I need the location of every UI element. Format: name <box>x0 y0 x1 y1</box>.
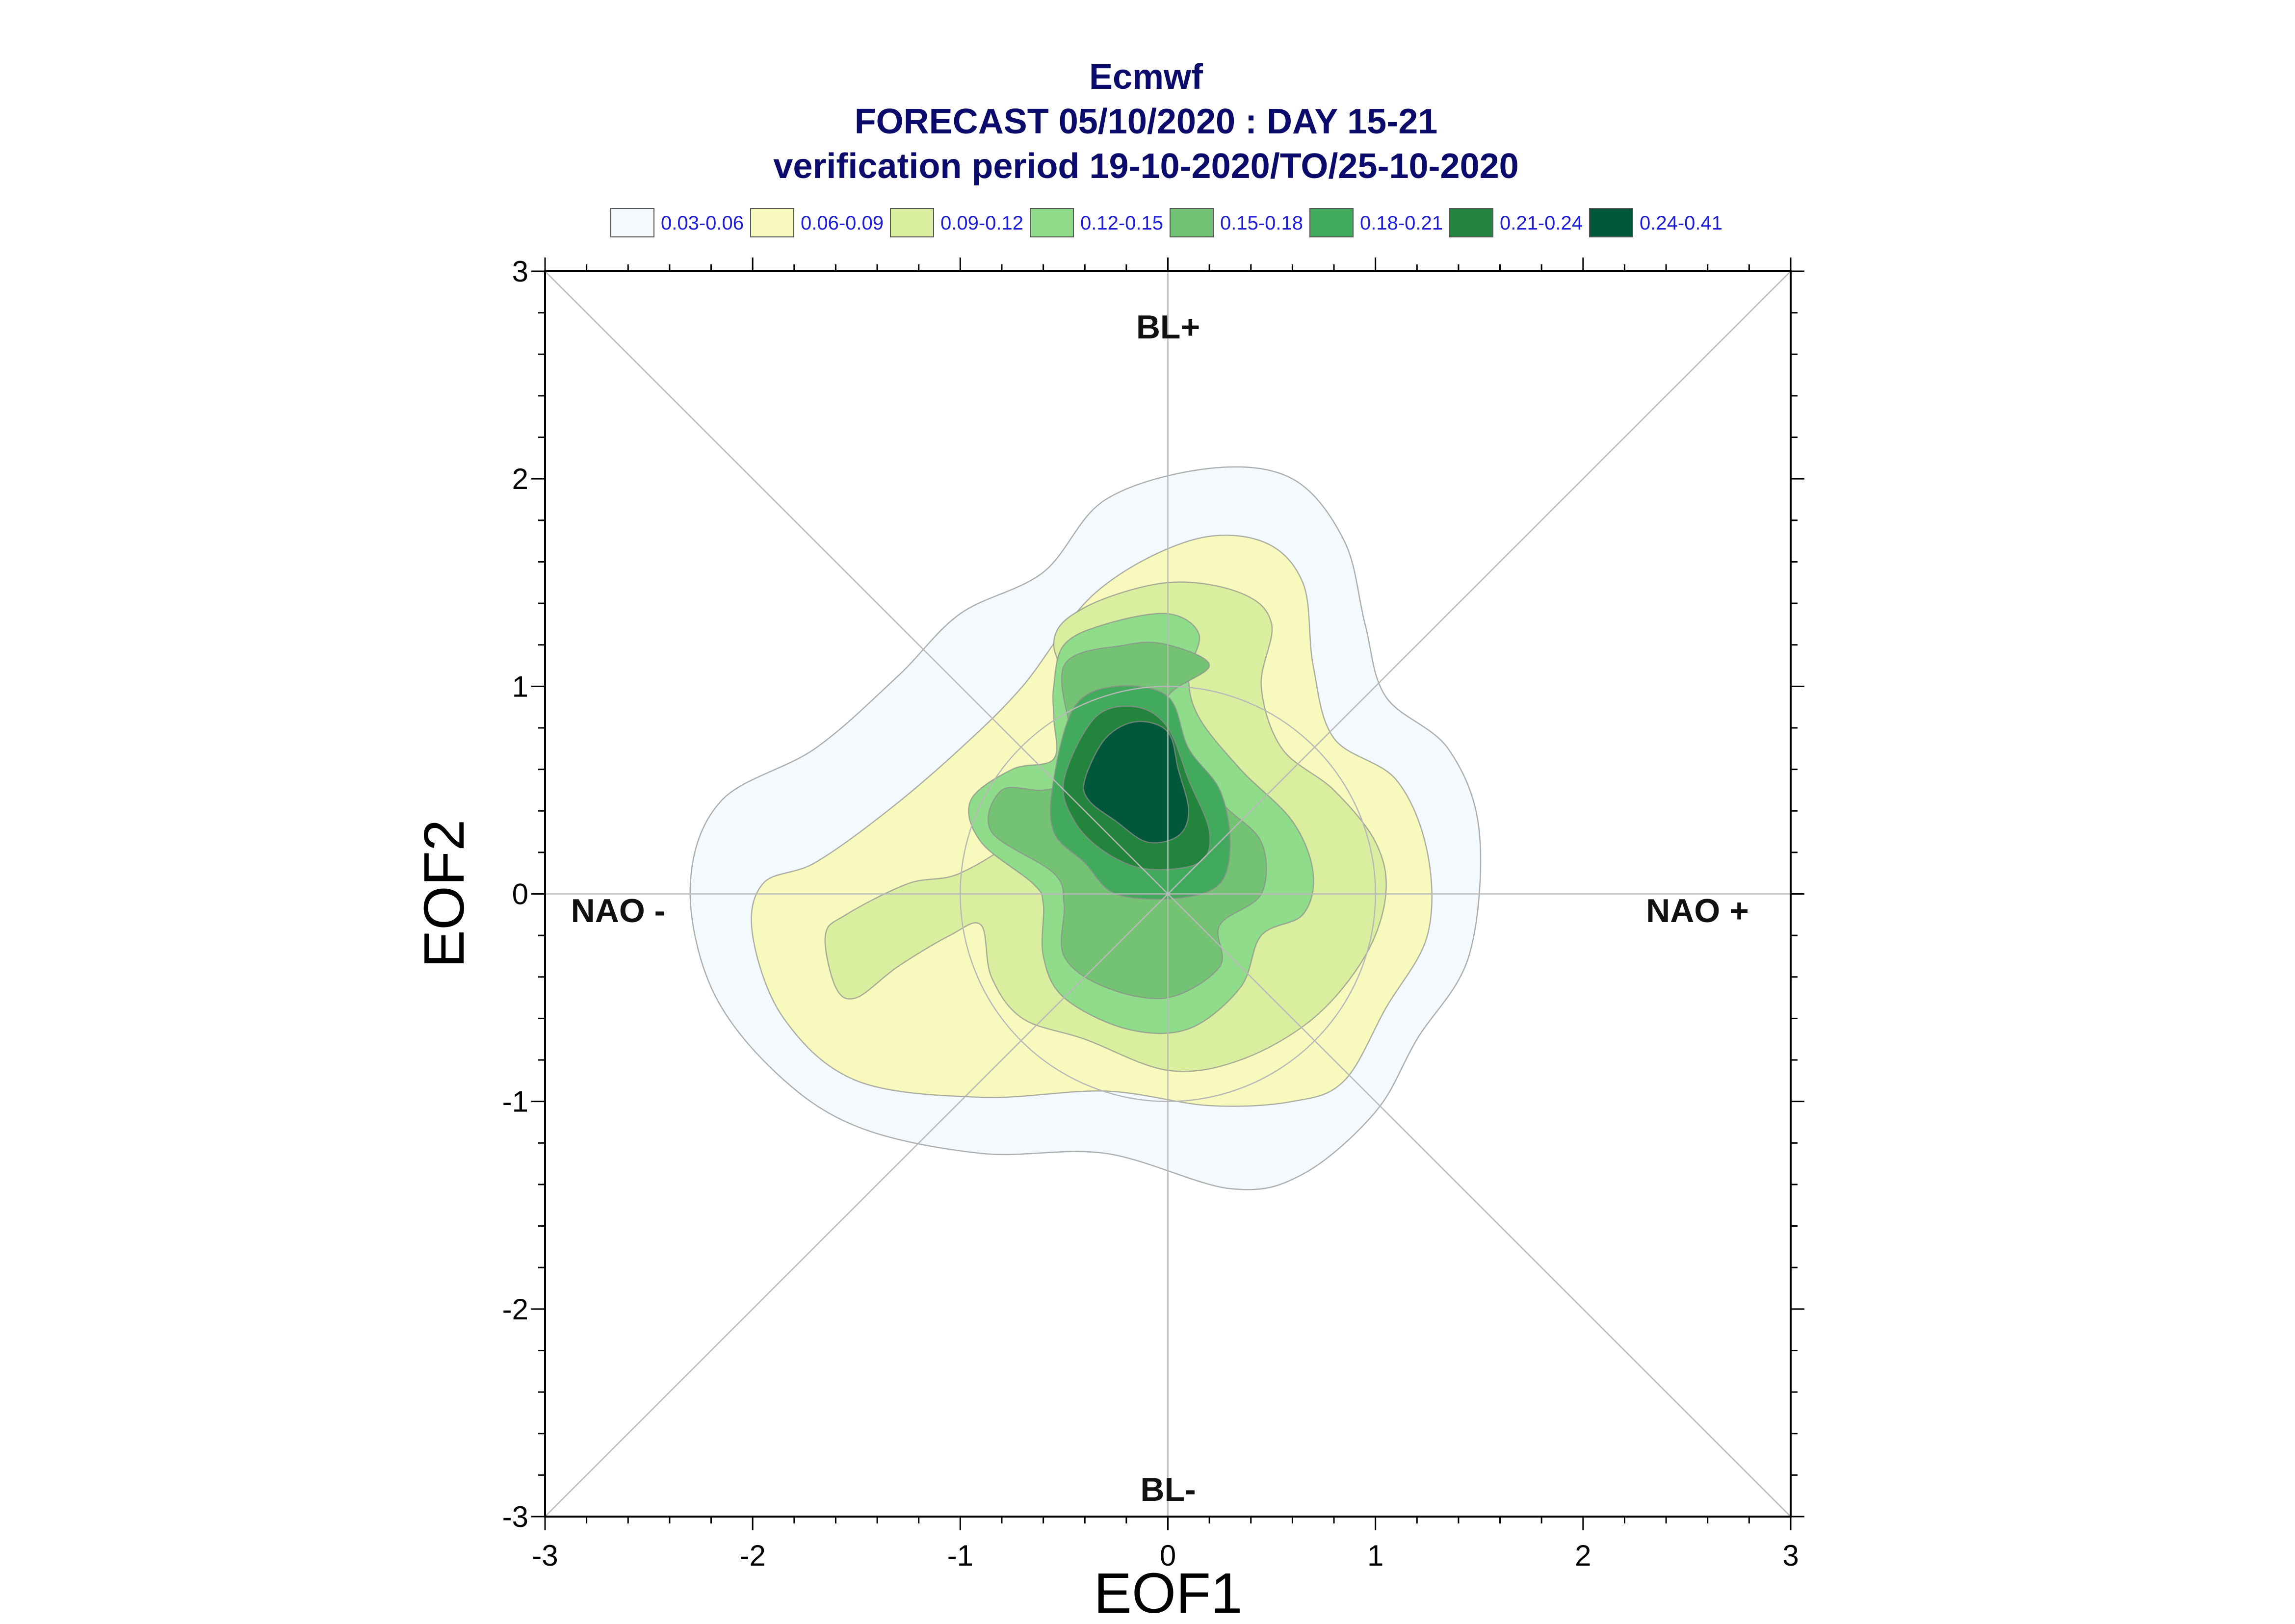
regime-label-top: BL+ <box>1136 309 1200 346</box>
legend-swatch-cover <box>890 208 934 237</box>
x-tick-labels: -3 -2 -1 0 1 2 3 <box>532 1539 1799 1572</box>
legend-label: 0.12-0.15 <box>1080 212 1163 234</box>
density-contours <box>689 466 1482 1190</box>
regime-label-left: NAO - <box>571 892 666 929</box>
legend-label: 0.24-0.41 <box>1640 212 1722 234</box>
y-tick-label: 0 <box>512 878 528 911</box>
plot-frame <box>531 258 1804 1530</box>
y-axis-title: EOF2 <box>412 820 476 968</box>
legend-swatch-cover <box>1170 208 1214 237</box>
x-tick-label: 2 <box>1575 1539 1591 1572</box>
chart-title-line2: FORECAST 05/10/2020 : DAY 15-21 <box>855 102 1438 141</box>
contour-0.24-0.41 <box>1083 721 1190 844</box>
x-tick-label: 3 <box>1782 1539 1799 1572</box>
y-tick-label: -3 <box>502 1500 528 1533</box>
chart-title-line3: verification period 19-10-2020/TO/25-10-… <box>773 147 1518 186</box>
y-tick-label: 3 <box>512 255 528 288</box>
legend-swatch-cover <box>1449 208 1493 237</box>
legend-label: 0.18-0.21 <box>1360 212 1443 234</box>
legend-label: 0.06-0.09 <box>801 212 884 234</box>
reference-lines <box>545 271 1791 1517</box>
y-tick-label: -1 <box>502 1085 528 1118</box>
legend-label: 0.03-0.06 <box>661 212 744 234</box>
y-tick-labels: -3 -2 -1 0 1 2 3 <box>502 255 528 1533</box>
y-tick-label: 2 <box>512 463 528 495</box>
legend-swatch-cover <box>1589 208 1633 237</box>
regime-label-right: NAO + <box>1646 892 1749 929</box>
regime-label-bottom: BL- <box>1140 1471 1196 1508</box>
legend-swatch-cover <box>750 208 794 237</box>
legend-label: 0.09-0.12 <box>940 212 1023 234</box>
x-tick-label: -3 <box>532 1539 558 1572</box>
chart-title-line1: Ecmwf <box>1089 57 1203 97</box>
legend-swatch <box>610 208 654 237</box>
legend-label: 0.15-0.18 <box>1220 212 1303 234</box>
unit-circle <box>960 686 1376 1102</box>
legend-swatch-cover <box>1030 208 1074 237</box>
x-tick-label: -1 <box>947 1539 973 1572</box>
x-tick-label: 1 <box>1367 1539 1383 1572</box>
legend-swatch-cover <box>1309 208 1354 237</box>
x-axis-title: EOF1 <box>1094 1561 1243 1624</box>
y-tick-label: -2 <box>502 1293 528 1326</box>
x-tick-label: 0 <box>1160 1539 1176 1572</box>
legend-label: 0.21-0.24 <box>1500 212 1583 234</box>
legend: 0.03-0.06 0.06-0.09 0.09-0.12 0.12-0.15 0.15… <box>610 208 1722 237</box>
y-tick-label: 1 <box>512 670 528 703</box>
x-tick-label: -2 <box>739 1539 765 1572</box>
